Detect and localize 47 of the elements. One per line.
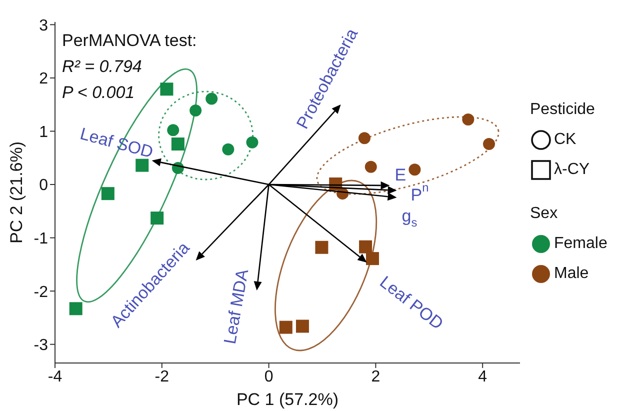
annotation: Leaf MDA [220, 266, 252, 346]
y-tick-label: -3 [34, 337, 48, 354]
point [222, 143, 234, 156]
y-axis-title: PC 2 (21.6%) [6, 141, 26, 244]
y-tick-label: 0 [39, 177, 48, 194]
text: Sex [530, 205, 558, 222]
legend-title: Pesticide [530, 101, 595, 118]
point [359, 240, 372, 254]
annotation: PerMANOVA test: [62, 31, 197, 50]
text: λ-CY [554, 161, 590, 178]
x-tick-label: 2 [371, 368, 380, 386]
point [167, 124, 180, 136]
x-tick-label: 4 [478, 368, 488, 386]
annotation: P$^{n}$ [410, 180, 429, 204]
annotation: Leaf POD [376, 272, 448, 333]
text: Female [554, 235, 608, 252]
text: Male [554, 265, 589, 282]
x-tick-label: -2 [154, 368, 170, 386]
point [101, 187, 114, 200]
annotation: g$_{s}$ [402, 206, 418, 230]
point [358, 132, 370, 144]
point [296, 320, 309, 333]
point [136, 158, 149, 172]
point [171, 138, 184, 151]
annotation: E [394, 165, 406, 184]
y-tick-label: 1 [39, 124, 48, 141]
x-tick-label: 0 [264, 368, 274, 386]
point [246, 136, 258, 148]
annotation: Leaf SOD [78, 124, 156, 162]
x-axis-title: PC 1 (57.2%) [236, 390, 339, 409]
annotation: P < 0.001 [62, 83, 135, 102]
point [160, 82, 174, 96]
y-tick-label: 3 [39, 17, 48, 34]
text: CK [554, 131, 576, 148]
point [408, 164, 421, 176]
annotation: R² = 0.794 [62, 57, 142, 76]
point [315, 240, 328, 254]
point [462, 114, 474, 126]
point [364, 160, 377, 173]
y-tick-label: -2 [34, 284, 48, 301]
point [206, 92, 218, 105]
y-tick-label: 2 [39, 70, 48, 88]
x-tick-label: -4 [48, 368, 62, 386]
point [483, 138, 495, 150]
point [69, 302, 82, 316]
y-tick-label: -1 [34, 230, 48, 248]
point [279, 320, 292, 334]
